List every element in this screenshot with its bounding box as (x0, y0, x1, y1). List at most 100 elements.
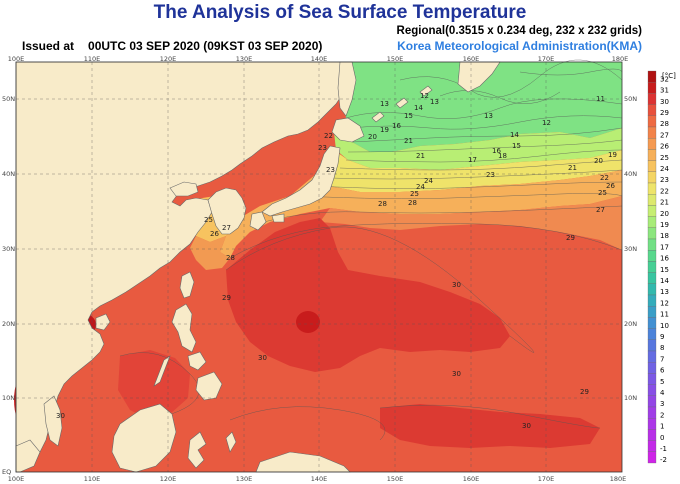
isotherm-label: 21 (568, 164, 577, 172)
isotherm-label: 25 (204, 216, 213, 224)
lon-label: 100E (8, 55, 25, 63)
hot-spot-pacific (296, 311, 320, 333)
colorbar-swatch (647, 328, 657, 340)
lon-label: 180E (612, 55, 629, 63)
colorbar-swatch (647, 395, 657, 408)
agency-name: Korea Meteorological Administration(KMA) (397, 39, 642, 53)
land-kurils (371, 111, 385, 123)
colorbar-swatch (647, 373, 657, 385)
lat-labels-left: EQ 10N 20N 30N 40N 50N (2, 95, 15, 476)
colorbar-swatch (647, 283, 657, 296)
lon-label: 150E (387, 475, 404, 483)
isotherm-label: 30 (56, 412, 65, 420)
sst-band-ecs (190, 236, 230, 270)
colorbar-label: 23 (660, 176, 669, 184)
lon-label: 110E (84, 475, 101, 483)
colorbar-swatch (647, 350, 657, 363)
lon-label: 150E (387, 55, 404, 63)
isotherm-label: 19 (380, 126, 389, 134)
isotherm-label: 28 (378, 200, 387, 208)
colorbar-label: 19 (660, 221, 669, 229)
sst-map: 100E 110E 120E 130E 140E 150E 160E 170E … (2, 55, 676, 483)
colorbar-swatch (647, 216, 657, 228)
isotherm-label: 24 (416, 183, 425, 191)
lat-label: EQ (2, 468, 11, 476)
colorbar-label: 32 (660, 75, 669, 83)
lat-label: 50N (624, 95, 637, 103)
isotherm-label: 26 (606, 182, 615, 190)
colorbar-label: 25 (660, 154, 669, 162)
isotherm-label: 12 (542, 119, 551, 127)
colorbar-swatch (647, 238, 657, 251)
isotherm-label: 28 (408, 199, 417, 207)
colorbar-label: 16 (660, 255, 669, 263)
lat-label: 50N (2, 95, 15, 103)
colorbar-label: 7 (660, 355, 664, 363)
lon-label: 140E (311, 55, 328, 63)
colorbar-swatch (647, 160, 657, 172)
isotherm-label: 23 (318, 144, 327, 152)
isotherm-label: 18 (498, 152, 507, 160)
land-kurils-2 (395, 97, 409, 109)
colorbar-label: 14 (660, 277, 669, 285)
colorbar-swatch (647, 406, 657, 419)
sst-band-green (342, 62, 622, 152)
land-visayas (187, 351, 207, 371)
colorbar-label: 2 (660, 411, 664, 419)
colorbar-label: 3 (660, 400, 664, 408)
isotherm-labels: 11 12 13 14 15 16 17 18 19 20 21 22 23 2… (56, 92, 617, 430)
land-hokkaido (331, 117, 365, 143)
colorbar-swatch (647, 104, 657, 116)
colorbar-label: 21 (660, 199, 669, 207)
warm-pool-south (380, 404, 600, 448)
land-malay (43, 395, 63, 447)
lon-label: 120E (160, 55, 177, 63)
sst-band-lightgreen (334, 118, 622, 170)
colorbar-label: 15 (660, 266, 669, 274)
lat-label: 30N (624, 245, 637, 253)
colorbar-label: 29 (660, 109, 669, 117)
colorbar-label: -1 (660, 445, 667, 453)
isotherm-label: 29 (580, 388, 589, 396)
colorbar-label: 22 (660, 187, 669, 195)
colorbar-swatch (647, 362, 657, 374)
isotherm-label: 30 (258, 354, 267, 362)
isotherm-label: 19 (608, 151, 617, 159)
colorbar-label: 26 (660, 143, 669, 151)
graticule (16, 62, 622, 472)
colorbar-label: 18 (660, 232, 669, 240)
isotherm-label: 29 (222, 294, 231, 302)
lon-label: 140E (311, 475, 328, 483)
land-kurils-3 (419, 85, 433, 97)
isotherm-label: 13 (484, 112, 493, 120)
lat-label: 40N (2, 170, 15, 178)
land-shikoku (271, 213, 285, 223)
colorbar-swatch (647, 339, 657, 352)
isotherm-label: 20 (368, 133, 377, 141)
warm-pool-west (226, 218, 510, 372)
colorbar-label: 9 (660, 333, 664, 341)
colorbar-label: -2 (660, 456, 667, 464)
lon-labels-top: 100E 110E 120E 130E 140E 150E 160E 170E … (8, 55, 629, 63)
colorbar-swatch (647, 272, 657, 284)
colorbar-swatch (647, 418, 657, 430)
colorbar-label: 30 (660, 98, 669, 106)
colorbar-swatch (647, 138, 657, 150)
land-taiwan (179, 271, 195, 299)
isotherm-label: 12 (420, 92, 429, 100)
colorbar-swatch (647, 126, 657, 139)
colorbar-swatch (647, 294, 657, 307)
land-kyushu (249, 211, 267, 231)
lon-label: 160E (463, 55, 480, 63)
colorbar-label: 1 (660, 423, 664, 431)
colorbar-label: 5 (660, 378, 664, 386)
colorbar-label: 17 (660, 243, 669, 251)
isotherm-label: 28 (226, 254, 235, 262)
isotherm-label: 21 (404, 137, 413, 145)
colorbar-swatch (647, 205, 657, 217)
isotherm-label: 13 (430, 98, 439, 106)
land-asia (15, 61, 353, 473)
colorbar-label: 13 (660, 288, 669, 296)
isotherm-label: 13 (380, 100, 389, 108)
lat-label: 20N (2, 320, 15, 328)
